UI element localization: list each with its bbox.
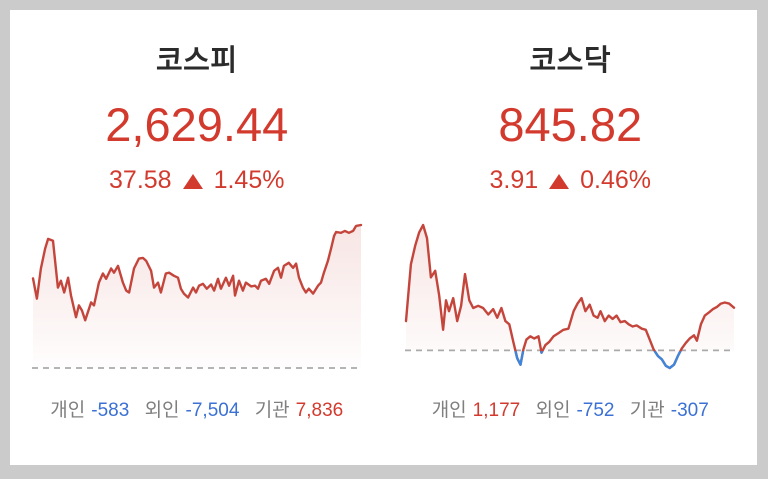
up-triangle-icon <box>549 173 570 189</box>
investor-value-individual: 1,177 <box>472 400 521 421</box>
investor-label-foreign: 외인 <box>535 400 571 421</box>
kospi-change-value: 37.58 <box>109 166 172 194</box>
investor-value-foreign: -752 <box>576 400 615 421</box>
kosdaq-intraday-chart <box>405 222 736 374</box>
kosdaq-investor-row: 개인 1,177 외인 -752 기관 -307 <box>432 400 709 422</box>
kosdaq-change-value: 3.91 <box>489 166 539 194</box>
kospi-sparkline <box>31 223 362 369</box>
kosdaq-change-row: 3.91 0.46% <box>489 165 651 195</box>
kospi-title: 코스피 <box>155 45 238 77</box>
investor-label-institution: 기관 <box>629 400 665 421</box>
kosdaq-card[interactable]: 코스닥 845.82 3.91 0.46% 개인 1,177 외인 -752 기관 -… <box>384 10 758 465</box>
up-triangle-icon <box>182 173 203 189</box>
kospi-card[interactable]: 코스피 2,629.44 37.58 1.45% 개인 -583 외인 -7,504… <box>10 10 384 465</box>
kospi-investor-row: 개인 -583 외인 -7,504 기관 7,836 <box>50 400 343 422</box>
kosdaq-index-value: 845.82 <box>498 98 643 151</box>
investor-value-individual: -583 <box>91 400 130 421</box>
investor-label-institution: 기관 <box>254 400 290 421</box>
kospi-index-value: 2,629.44 <box>105 98 289 151</box>
kospi-intraday-chart <box>31 222 362 374</box>
kosdaq-change-percent: 0.46% <box>580 166 652 194</box>
kosdaq-title: 코스닥 <box>529 45 612 77</box>
investor-value-institution: 7,836 <box>295 400 344 421</box>
investor-label-individual: 개인 <box>431 400 467 421</box>
kospi-change-percent: 1.45% <box>213 166 285 194</box>
market-summary-sheet: 코스피 2,629.44 37.58 1.45% 개인 -583 외인 -7,504… <box>10 10 757 465</box>
kospi-change-row: 37.58 1.45% <box>109 165 284 195</box>
investor-label-individual: 개인 <box>50 400 86 421</box>
kosdaq-sparkline <box>405 223 736 370</box>
investor-label-foreign: 외인 <box>144 400 180 421</box>
investor-value-foreign: -7,504 <box>185 400 240 421</box>
investor-value-institution: -307 <box>670 400 709 421</box>
